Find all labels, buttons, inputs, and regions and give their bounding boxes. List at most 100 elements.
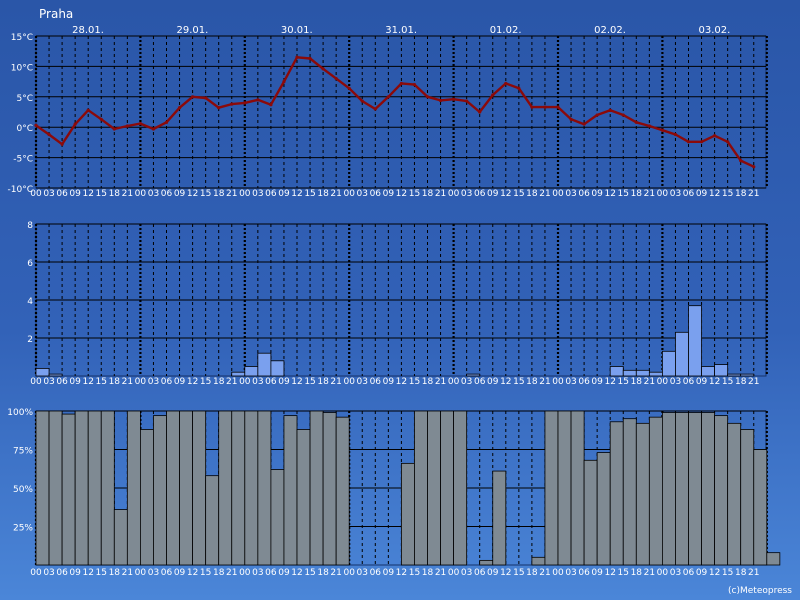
- hour-label: 18: [526, 568, 538, 578]
- cloudiness-bar: [440, 410, 454, 566]
- hour-label: 21: [330, 377, 341, 387]
- temperature-point: [334, 76, 338, 81]
- y-tick-label: 0°C: [16, 124, 33, 134]
- precipitation-bar: [714, 364, 729, 377]
- temperature-point: [243, 101, 247, 105]
- hour-label: 18: [213, 377, 225, 387]
- copyright-credit: (c)Meteopress: [728, 586, 792, 596]
- temperature-point: [217, 106, 221, 110]
- cloudiness-bar: [74, 410, 89, 566]
- temperature-point: [230, 102, 234, 106]
- hour-label: 18: [735, 189, 747, 199]
- temperature-point: [608, 108, 612, 112]
- precipitation-bar: [609, 366, 624, 377]
- hour-label: 21: [226, 568, 237, 578]
- hour-label: 00: [343, 377, 355, 387]
- temperature-point: [112, 127, 116, 131]
- cloudiness-bar: [153, 415, 167, 566]
- hour-label: 18: [526, 377, 538, 387]
- hour-label: 06: [265, 189, 277, 199]
- hour-label: 03: [148, 377, 159, 387]
- panel-precipitation: [34, 223, 768, 377]
- hour-label: 09: [174, 568, 186, 578]
- temperature-point: [425, 95, 430, 99]
- cloudiness-bar: [205, 475, 220, 566]
- temperature-point: [164, 120, 169, 124]
- hour-label: 03: [252, 377, 263, 387]
- hour-label: 15: [200, 377, 211, 387]
- temperature-point: [569, 117, 573, 121]
- y-tick-label: 75%: [13, 447, 33, 457]
- hour-label: 00: [552, 189, 564, 199]
- hour-label: 06: [370, 377, 382, 387]
- hour-label: 00: [343, 568, 355, 578]
- hour-label: 12: [82, 377, 93, 387]
- hour-label: 06: [161, 377, 173, 387]
- cloudiness-bar: [113, 509, 128, 566]
- hour-label: 03: [670, 189, 681, 199]
- hour-label: 00: [239, 189, 251, 199]
- hour-label: 03: [565, 189, 576, 199]
- precipitation-bar: [231, 371, 246, 377]
- hour-label: 03: [357, 377, 368, 387]
- hour-label: 21: [644, 377, 655, 387]
- hour-label: 12: [291, 568, 302, 578]
- hour-label: 03: [43, 568, 54, 578]
- hour-label: 21: [226, 189, 237, 199]
- hour-label: 03: [357, 568, 368, 578]
- day-label: 29.01.: [176, 25, 208, 36]
- hour-label: 03: [43, 377, 54, 387]
- hour-label: 15: [722, 377, 733, 387]
- cloudiness-bar: [727, 422, 742, 566]
- cloudiness-bar: [479, 559, 494, 566]
- hour-label: 15: [96, 377, 107, 387]
- temperature-point: [321, 67, 325, 71]
- hour-label: 18: [422, 189, 434, 199]
- cloudiness-bar: [218, 410, 233, 566]
- hour-label: 03: [252, 189, 263, 199]
- hour-label: 18: [213, 568, 225, 578]
- temperature-point: [491, 93, 495, 97]
- cloudiness-bar: [453, 410, 468, 566]
- cloudiness-bar: [400, 462, 415, 566]
- hour-label: 09: [69, 189, 81, 199]
- y-tick-label: 4: [27, 297, 33, 307]
- temperature-point: [739, 159, 743, 163]
- hour-label: 15: [409, 189, 420, 199]
- hour-label: 21: [330, 568, 341, 578]
- hour-label: 21: [748, 189, 759, 199]
- hour-label: 00: [239, 568, 251, 578]
- y-tick-label: 5°C: [16, 94, 33, 104]
- temperature-point: [60, 142, 64, 146]
- hour-label: 00: [448, 189, 460, 199]
- temperature-point: [556, 105, 560, 109]
- cloudiness-bar: [296, 429, 311, 566]
- cloudiness-bar: [688, 412, 702, 566]
- temperature-point: [295, 55, 299, 59]
- day-label: 30.01.: [281, 25, 313, 36]
- cloudiness-bar: [492, 470, 507, 566]
- temperature-point: [647, 124, 651, 128]
- hour-label: 06: [161, 568, 173, 578]
- hour-label: 15: [513, 189, 524, 199]
- hour-label: 09: [487, 568, 499, 578]
- temperature-point: [686, 140, 691, 144]
- hour-label: 12: [396, 568, 407, 578]
- precipitation-bar: [688, 305, 702, 377]
- hour-label: 18: [109, 568, 121, 578]
- hour-label: 03: [565, 377, 576, 387]
- day-label: 31.01.: [385, 25, 417, 36]
- hour-label: 15: [304, 189, 315, 199]
- day-label: 02.02.: [594, 25, 626, 36]
- hour-label: 03: [252, 568, 263, 578]
- cloudiness-bar: [100, 410, 115, 566]
- hour-label: 12: [500, 568, 511, 578]
- hour-label: 06: [265, 568, 277, 578]
- temperature-point: [530, 105, 534, 109]
- hour-label: 21: [435, 377, 446, 387]
- temperature-point: [504, 81, 508, 86]
- hour-label: 15: [409, 377, 420, 387]
- hour-label: 06: [683, 189, 695, 199]
- temperature-point: [621, 113, 625, 117]
